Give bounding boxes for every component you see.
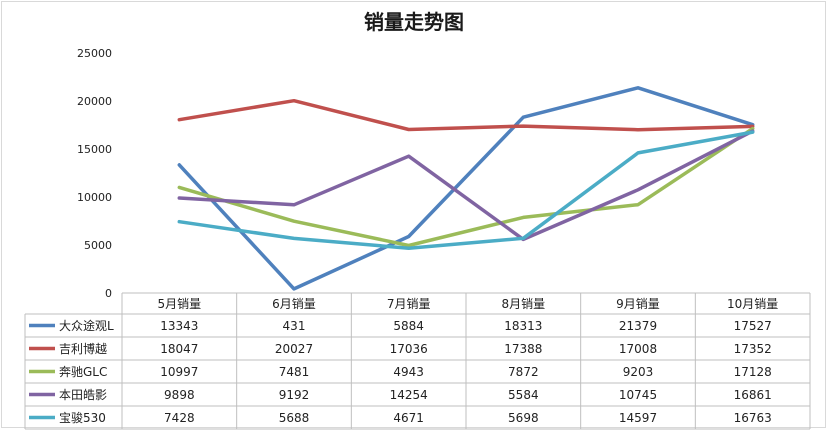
data-table-cell: 17527 [734, 319, 772, 333]
data-table-cell: 7481 [279, 365, 310, 379]
data-table-cell: 10997 [160, 365, 198, 379]
data-table-cell: 5884 [393, 319, 424, 333]
series-line-5 [177, 130, 755, 250]
data-table-cell: 17008 [619, 342, 657, 356]
data-table-cell: 10745 [619, 388, 657, 402]
data-table-cell: 5688 [279, 411, 310, 425]
data-table-cell: 16763 [734, 411, 772, 425]
data-table-cell: 7428 [164, 411, 195, 425]
data-table-cell: 17352 [734, 342, 772, 356]
x-category-label: 8月销量 [502, 297, 546, 311]
y-tick-label: 5000 [84, 239, 112, 252]
data-table-cell: 18313 [504, 319, 542, 333]
series-name-label: 吉利博越 [59, 341, 107, 356]
data-table-cell: 7872 [508, 365, 539, 379]
x-category-label: 7月销量 [387, 297, 431, 311]
data-table-cell: 20027 [275, 342, 313, 356]
series-name-label: 宝骏530 [59, 411, 106, 425]
data-table-cell: 4943 [393, 365, 424, 379]
data-table-cell: 9203 [623, 365, 654, 379]
y-tick-label: 15000 [77, 143, 112, 156]
data-table-cell: 9192 [279, 388, 310, 402]
y-tick-label: 10000 [77, 191, 112, 204]
chart-title: 销量走势图 [364, 10, 464, 34]
x-category-label: 10月销量 [727, 297, 778, 311]
x-category-label: 6月销量 [272, 297, 316, 311]
data-table-cell: 5584 [508, 388, 539, 402]
y-tick-label: 25000 [77, 47, 112, 60]
x-category-label: 9月销量 [616, 297, 660, 311]
y-tick-label: 20000 [77, 95, 112, 108]
data-table-cell: 14597 [619, 411, 657, 425]
data-table-cell: 21379 [619, 319, 657, 333]
data-table-cell: 13343 [160, 319, 198, 333]
data-table-cell: 431 [283, 319, 306, 333]
data-table-cell: 14254 [390, 388, 428, 402]
data-table-cell: 4671 [393, 411, 424, 425]
data-table-cell: 17388 [504, 342, 542, 356]
series-line-2 [177, 98, 755, 132]
y-tick-label: 0 [105, 287, 112, 300]
data-table-cell: 16861 [734, 388, 772, 402]
series-line-3 [177, 126, 755, 248]
data-table-cell: 17128 [734, 365, 772, 379]
series-name-label: 奔驰GLC [59, 365, 107, 379]
x-category-label: 5月销量 [158, 297, 202, 311]
series-line-1 [177, 86, 755, 291]
series-line-4 [177, 129, 755, 242]
data-table-cell: 5698 [508, 411, 539, 425]
data-table-cell: 9898 [164, 388, 195, 402]
data-table-cell: 17036 [390, 342, 428, 356]
data-table-cell: 18047 [160, 342, 198, 356]
series-name-label: 大众途观L [59, 318, 114, 333]
series-name-label: 本田皓影 [59, 388, 107, 402]
